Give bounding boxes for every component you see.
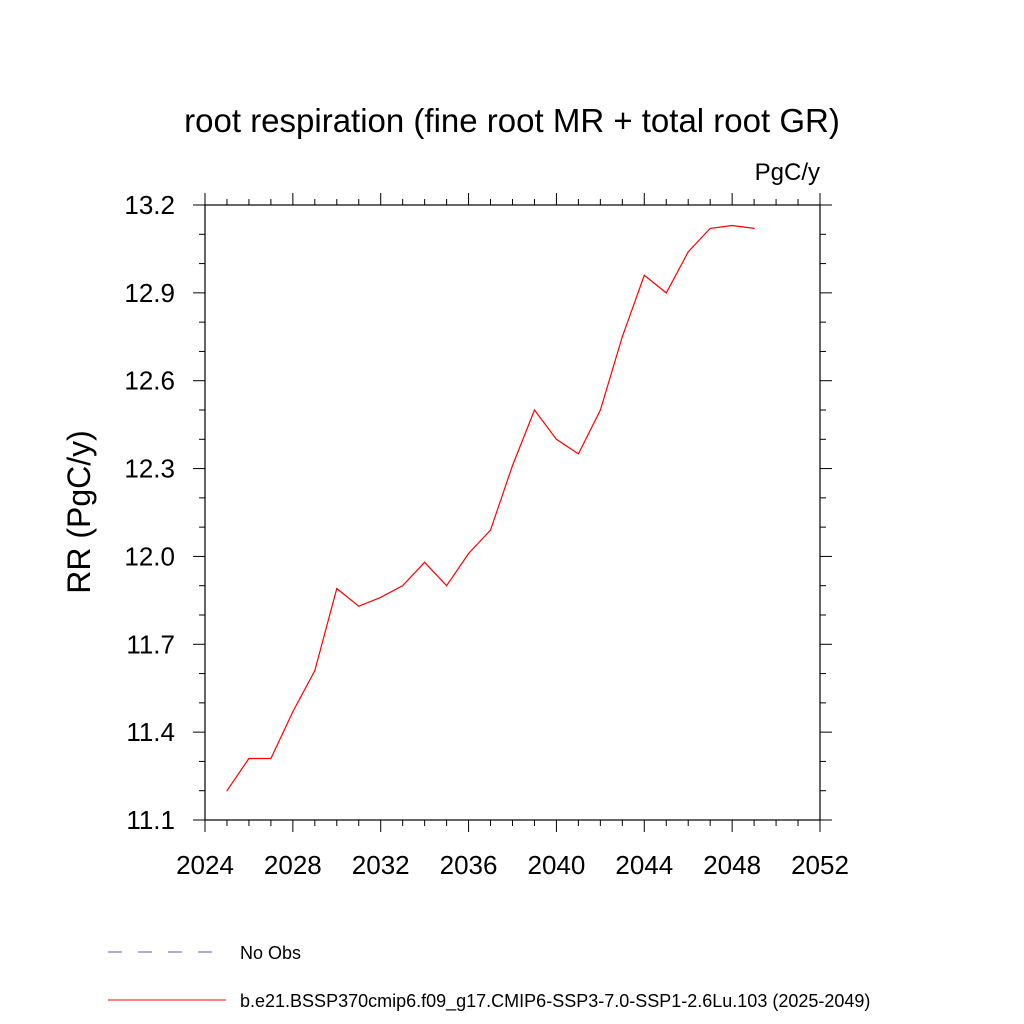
series-layer: [226, 224, 755, 792]
chart-title: root respiration (fine root MR + total r…: [184, 102, 840, 139]
y-tick-label: 12.3: [124, 454, 175, 484]
plot-frame: [204, 204, 821, 821]
x-tick-label: 2036: [440, 850, 498, 880]
data-point: [511, 465, 514, 467]
y-tick-label: 12.0: [124, 541, 175, 571]
y-axis-label: RR (PgC/y): [61, 430, 97, 594]
data-point: [665, 292, 667, 294]
data-point: [731, 224, 733, 227]
data-point: [446, 585, 448, 587]
data-point: [621, 336, 623, 338]
data-point: [314, 670, 316, 672]
y-tick-label: 12.6: [124, 366, 175, 396]
data-point: [687, 251, 689, 253]
data-point: [489, 529, 492, 531]
data-point: [555, 438, 558, 440]
x-tick-label: 2032: [352, 850, 410, 880]
legend-label-1: b.e21.BSSP370cmip6.f09_g17.CMIP6-SSP3-7.…: [240, 991, 870, 1012]
data-point: [424, 561, 426, 563]
data-point: [577, 453, 579, 455]
data-point: [358, 605, 360, 607]
x-tick-label: 2040: [528, 850, 586, 880]
units-label: PgC/y: [755, 159, 820, 186]
data-point: [643, 274, 645, 276]
x-tick-label: 2052: [791, 850, 849, 880]
y-tick-label: 11.1: [126, 805, 175, 835]
y-tick-label: 12.9: [124, 278, 175, 308]
axis-ticks: 2024 2028 2032 2036 2040 2044 2048 2052 11.1 11.4…: [124, 190, 849, 880]
data-point: [599, 409, 601, 411]
data-point: [753, 227, 755, 230]
x-tick-label: 2024: [176, 850, 234, 880]
x-tick-label: 2048: [703, 850, 761, 880]
data-point: [380, 596, 382, 599]
data-point: [226, 790, 228, 792]
y-tick-label: 11.7: [126, 629, 175, 659]
y-tick-label: 11.4: [126, 717, 175, 747]
legend-label-0: No Obs: [240, 943, 301, 963]
data-point: [248, 757, 250, 760]
data-point: [533, 409, 536, 411]
x-tick-label: 2028: [264, 850, 322, 880]
data-point: [336, 588, 338, 590]
x-tick-label: 2044: [615, 850, 673, 880]
y-tick-label: 13.2: [124, 190, 175, 220]
data-point: [292, 711, 294, 713]
data-point: [402, 585, 404, 587]
data-point: [467, 552, 470, 555]
data-point: [709, 227, 711, 230]
data-point: [270, 757, 272, 760]
series-line-0: [226, 224, 755, 792]
legend: No Obs b.e21.BSSP370cmip6.f09_g17.CMIP6-S…: [108, 943, 870, 1012]
